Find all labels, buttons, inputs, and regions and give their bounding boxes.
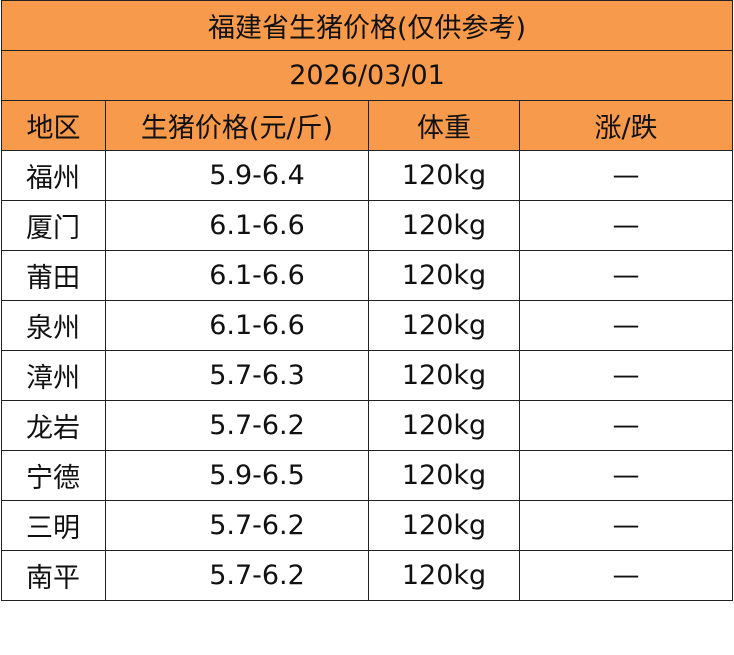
table-date: 2026/03/01 <box>0 50 734 101</box>
price-cell: 6.1-6.6 <box>105 300 369 351</box>
data-row: 漳州 5.7-6.3 120kg — <box>1 350 734 401</box>
data-row: 龙岩 5.7-6.2 120kg — <box>1 400 734 451</box>
region-cell: 泉州 <box>1 300 106 351</box>
price-cell: 6.1-6.6 <box>105 200 369 251</box>
change-cell: — <box>518 550 734 601</box>
region-cell: 莆田 <box>1 250 106 301</box>
data-row: 南平 5.7-6.2 120kg — <box>1 550 734 601</box>
region-cell: 三明 <box>1 500 106 551</box>
change-cell: — <box>518 350 734 401</box>
change-cell: — <box>518 250 734 301</box>
data-row: 宁德 5.9-6.5 120kg — <box>1 450 734 501</box>
column-header: 生猪价格(元/斤) <box>105 100 369 151</box>
data-row: 厦门 6.1-6.6 120kg — <box>1 200 734 251</box>
price-cell: 5.7-6.2 <box>105 500 369 551</box>
weight-cell: 120kg <box>368 400 520 451</box>
price-table: 福建省生猪价格(仅供参考) 2026/03/01 地区 生猪价格(元/斤) 体重 涨/… <box>0 0 734 601</box>
region-cell: 福州 <box>1 150 106 201</box>
region-cell: 厦门 <box>1 200 106 251</box>
change-cell: — <box>518 450 734 501</box>
weight-cell: 120kg <box>368 450 520 501</box>
data-row: 福州 5.9-6.4 120kg — <box>1 150 734 201</box>
price-cell: 5.7-6.2 <box>105 400 369 451</box>
price-cell: 5.7-6.3 <box>105 350 369 401</box>
column-header: 地区 <box>1 100 106 151</box>
region-cell: 漳州 <box>1 350 106 401</box>
price-cell: 5.7-6.2 <box>105 550 369 601</box>
weight-cell: 120kg <box>368 200 520 251</box>
data-row: 莆田 6.1-6.6 120kg — <box>1 250 734 301</box>
header-row: 地区 生猪价格(元/斤) 体重 涨/跌 <box>1 100 734 151</box>
price-cell: 5.9-6.4 <box>105 150 369 201</box>
table-title: 福建省生猪价格(仅供参考) <box>0 0 734 51</box>
change-cell: — <box>518 300 734 351</box>
region-cell: 南平 <box>1 550 106 601</box>
column-header: 体重 <box>368 100 520 151</box>
price-cell: 6.1-6.6 <box>105 250 369 301</box>
column-header: 涨/跌 <box>518 100 734 151</box>
change-cell: — <box>518 200 734 251</box>
price-cell: 5.9-6.5 <box>105 450 369 501</box>
weight-cell: 120kg <box>368 300 520 351</box>
weight-cell: 120kg <box>368 500 520 551</box>
weight-cell: 120kg <box>368 550 520 601</box>
change-cell: — <box>518 500 734 551</box>
weight-cell: 120kg <box>368 350 520 401</box>
weight-cell: 120kg <box>368 250 520 301</box>
change-cell: — <box>518 150 734 201</box>
data-row: 三明 5.7-6.2 120kg — <box>1 500 734 551</box>
region-cell: 宁德 <box>1 450 106 501</box>
change-cell: — <box>518 400 734 451</box>
weight-cell: 120kg <box>368 150 520 201</box>
data-row: 泉州 6.1-6.6 120kg — <box>1 300 734 351</box>
region-cell: 龙岩 <box>1 400 106 451</box>
